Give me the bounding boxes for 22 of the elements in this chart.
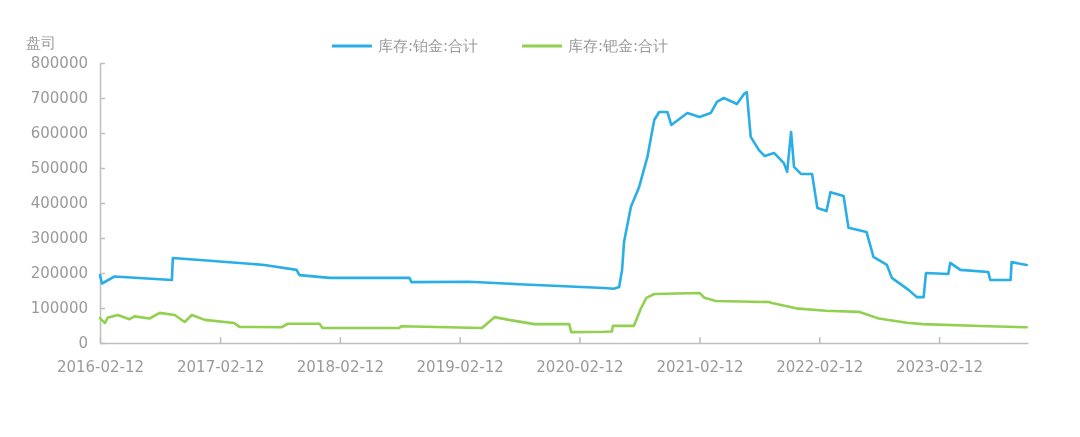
x-tick-label: 2020-02-12 <box>536 358 624 377</box>
line-series <box>98 291 1028 334</box>
x-tick-label: 2021-02-12 <box>656 358 744 377</box>
y-tick-label: 600000 <box>30 124 88 143</box>
y-tick-label: 800000 <box>30 54 88 73</box>
x-tick-label: 2022-02-12 <box>776 358 864 377</box>
y-tick-label: 0 <box>78 334 88 353</box>
y-tick-label: 500000 <box>30 159 88 178</box>
x-tick-label: 2018-02-12 <box>296 358 384 377</box>
y-tick-label: 700000 <box>30 89 88 108</box>
y-tick-label: 300000 <box>30 229 88 248</box>
x-tick-label: 2017-02-12 <box>177 358 265 377</box>
legend-label: 库存:铂金:合计 <box>377 37 478 56</box>
x-tick-label: 2023-02-12 <box>895 358 984 377</box>
y-axis-title: 盘司 <box>26 34 56 52</box>
x-tick-label: 2016-02-12 <box>56 358 145 377</box>
y-tick-label: 200000 <box>30 264 88 283</box>
y-tick-label: 400000 <box>30 194 88 213</box>
line-series <box>98 90 1028 299</box>
x-tick-label: 2019-02-12 <box>416 358 504 377</box>
legend-label: 库存:钯金:合计 <box>568 37 669 56</box>
y-tick-label: 100000 <box>30 299 88 318</box>
